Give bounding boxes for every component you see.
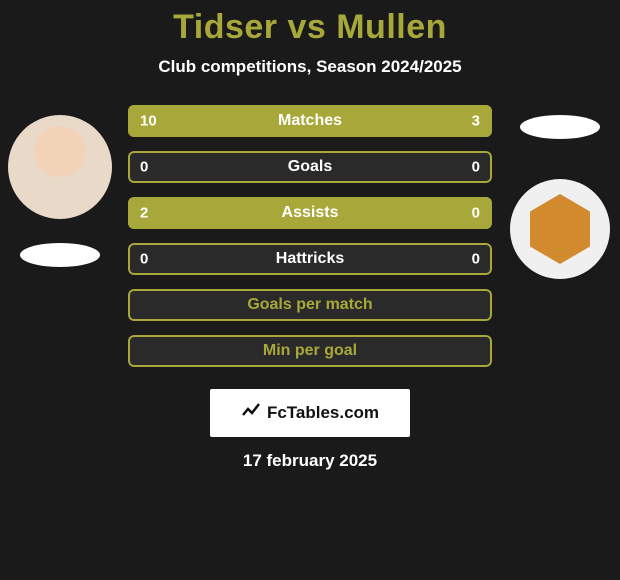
- brand-text: FcTables.com: [267, 403, 379, 423]
- stat-row-goals: 0 0 Goals: [128, 151, 492, 183]
- club-badge-shape: [530, 194, 590, 264]
- left-player-flag: [20, 243, 100, 267]
- page-title: Tidser vs Mullen: [0, 8, 620, 47]
- stat-left-value: 2: [140, 205, 148, 222]
- stat-left-value: 0: [140, 159, 148, 176]
- stat-label: Assists: [282, 204, 339, 222]
- left-player-avatar: [8, 115, 112, 219]
- stats-bars: 10 3 Matches 0 0 Goals 2 0 Assists 0 0 Hattricks Goa…: [120, 105, 500, 381]
- stat-label: Min per goal: [263, 342, 357, 360]
- left-player-column: [0, 105, 120, 267]
- brand-logo-icon: [241, 401, 261, 426]
- comparison-card: Tidser vs Mullen Club competitions, Seas…: [0, 0, 620, 471]
- stat-right-value: 0: [472, 159, 480, 176]
- stat-left-value: 0: [140, 251, 148, 268]
- stat-right-value: 0: [472, 205, 480, 222]
- stat-label: Matches: [278, 112, 342, 130]
- main-row: 10 3 Matches 0 0 Goals 2 0 Assists 0 0 Hattricks Goa…: [0, 105, 620, 381]
- stat-row-hattricks: 0 0 Hattricks: [128, 243, 492, 275]
- brand-badge[interactable]: FcTables.com: [210, 389, 410, 437]
- stat-row-matches: 10 3 Matches: [128, 105, 492, 137]
- right-player-flag: [520, 115, 600, 139]
- bar-fill-left: [128, 105, 408, 137]
- stat-row-goals-per-match: Goals per match: [128, 289, 492, 321]
- stat-right-value: 0: [472, 251, 480, 268]
- stat-label: Hattricks: [276, 250, 344, 268]
- stat-row-assists: 2 0 Assists: [128, 197, 492, 229]
- stat-right-value: 3: [472, 113, 480, 130]
- stat-label: Goals: [288, 158, 332, 176]
- subtitle: Club competitions, Season 2024/2025: [0, 57, 620, 77]
- stat-left-value: 10: [140, 113, 157, 130]
- right-player-club-badge: [510, 179, 610, 279]
- right-player-column: [500, 105, 620, 303]
- stat-row-min-per-goal: Min per goal: [128, 335, 492, 367]
- stat-label: Goals per match: [247, 296, 372, 314]
- avatar-placeholder: [8, 115, 112, 219]
- date-text: 17 february 2025: [0, 451, 620, 471]
